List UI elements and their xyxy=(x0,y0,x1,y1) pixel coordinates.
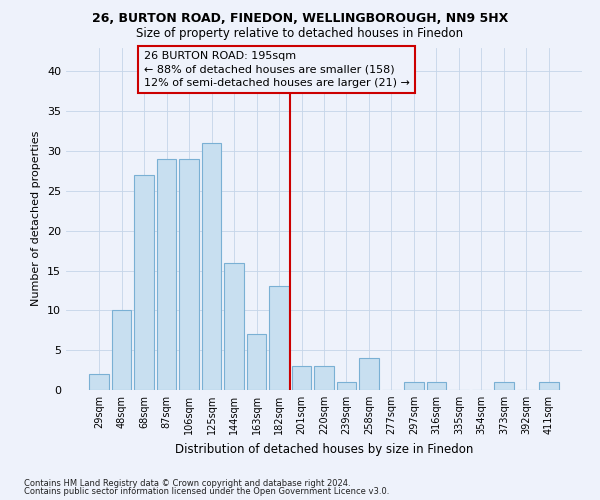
Bar xyxy=(359,358,379,390)
Bar xyxy=(337,382,356,390)
Bar xyxy=(112,310,131,390)
Text: Contains public sector information licensed under the Open Government Licence v3: Contains public sector information licen… xyxy=(24,487,389,496)
Bar xyxy=(427,382,446,390)
Y-axis label: Number of detached properties: Number of detached properties xyxy=(31,131,41,306)
Text: Contains HM Land Registry data © Crown copyright and database right 2024.: Contains HM Land Registry data © Crown c… xyxy=(24,478,350,488)
Bar xyxy=(224,262,244,390)
Text: Size of property relative to detached houses in Finedon: Size of property relative to detached ho… xyxy=(136,28,464,40)
X-axis label: Distribution of detached houses by size in Finedon: Distribution of detached houses by size … xyxy=(175,442,473,456)
Bar xyxy=(494,382,514,390)
Bar xyxy=(247,334,266,390)
Bar xyxy=(314,366,334,390)
Bar xyxy=(134,175,154,390)
Bar xyxy=(202,143,221,390)
Bar xyxy=(157,159,176,390)
Bar xyxy=(269,286,289,390)
Text: 26 BURTON ROAD: 195sqm
← 88% of detached houses are smaller (158)
12% of semi-de: 26 BURTON ROAD: 195sqm ← 88% of detached… xyxy=(144,52,410,88)
Bar xyxy=(539,382,559,390)
Bar xyxy=(292,366,311,390)
Text: 26, BURTON ROAD, FINEDON, WELLINGBOROUGH, NN9 5HX: 26, BURTON ROAD, FINEDON, WELLINGBOROUGH… xyxy=(92,12,508,26)
Bar xyxy=(404,382,424,390)
Bar xyxy=(89,374,109,390)
Bar xyxy=(179,159,199,390)
